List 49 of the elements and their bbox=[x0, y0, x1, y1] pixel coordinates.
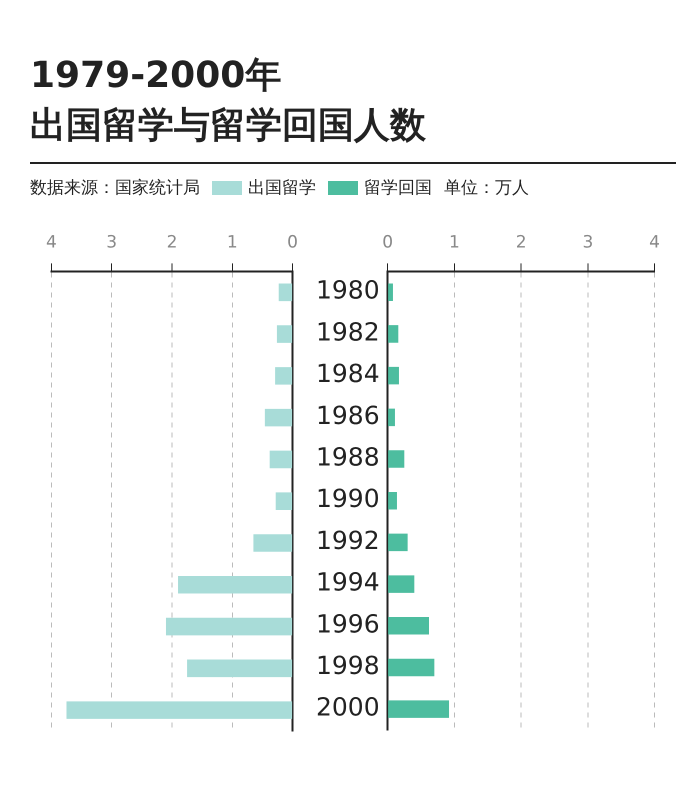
x-tick-label: 3 bbox=[106, 232, 118, 253]
x-tick-label: 2 bbox=[516, 232, 527, 253]
x-tick-label: 4 bbox=[649, 232, 660, 253]
bar bbox=[388, 575, 414, 593]
bar bbox=[264, 408, 292, 426]
text: 单位：万人 bbox=[444, 177, 529, 199]
bar bbox=[178, 576, 292, 594]
bar bbox=[388, 408, 395, 426]
bar bbox=[388, 617, 430, 635]
chart-subtitle: 出国留学与留学回国人数 bbox=[30, 104, 427, 148]
bar bbox=[166, 618, 292, 636]
y-tick-label: 2000 bbox=[316, 692, 380, 722]
x-tick-label: 3 bbox=[582, 232, 594, 253]
x-tick-label: 0 bbox=[287, 232, 298, 253]
x-tick-label: 1 bbox=[226, 232, 238, 253]
bar bbox=[388, 534, 408, 552]
bar bbox=[187, 660, 292, 678]
y-tick-label: 1980 bbox=[316, 276, 380, 305]
bar bbox=[388, 450, 404, 468]
bar bbox=[66, 701, 292, 719]
bar bbox=[388, 283, 393, 301]
chart-title: 1979-2000年 bbox=[30, 54, 282, 98]
bar bbox=[278, 284, 292, 302]
y-tick-label: 1984 bbox=[316, 359, 380, 388]
bar bbox=[388, 325, 398, 343]
legend-label: 出国留学 bbox=[248, 177, 316, 199]
y-tick-label: 1996 bbox=[316, 609, 380, 638]
bar bbox=[388, 366, 399, 384]
bar bbox=[270, 450, 292, 468]
y-tick-label: 1998 bbox=[316, 650, 380, 680]
bar bbox=[388, 658, 434, 676]
x-tick-label: 1 bbox=[448, 232, 460, 253]
y-tick-label: 1982 bbox=[316, 317, 380, 346]
y-tick-label: 1988 bbox=[316, 442, 380, 472]
y-tick-label: 1986 bbox=[316, 400, 380, 430]
bar bbox=[276, 492, 292, 510]
bar bbox=[388, 492, 397, 510]
bar bbox=[253, 534, 292, 552]
x-tick-label: 2 bbox=[166, 232, 178, 253]
y-tick-label: 1994 bbox=[316, 568, 380, 597]
y-tick-label: 1992 bbox=[316, 526, 380, 555]
x-tick-label: 0 bbox=[382, 232, 394, 253]
x-tick-label: 4 bbox=[46, 232, 57, 253]
source-note: 数据来源：国家统计局 bbox=[30, 177, 200, 199]
y-tick-label: 1990 bbox=[316, 484, 380, 514]
bar bbox=[275, 367, 292, 385]
bar bbox=[388, 700, 450, 718]
bar bbox=[276, 325, 292, 343]
legend-label: 留学回国 bbox=[364, 177, 432, 199]
